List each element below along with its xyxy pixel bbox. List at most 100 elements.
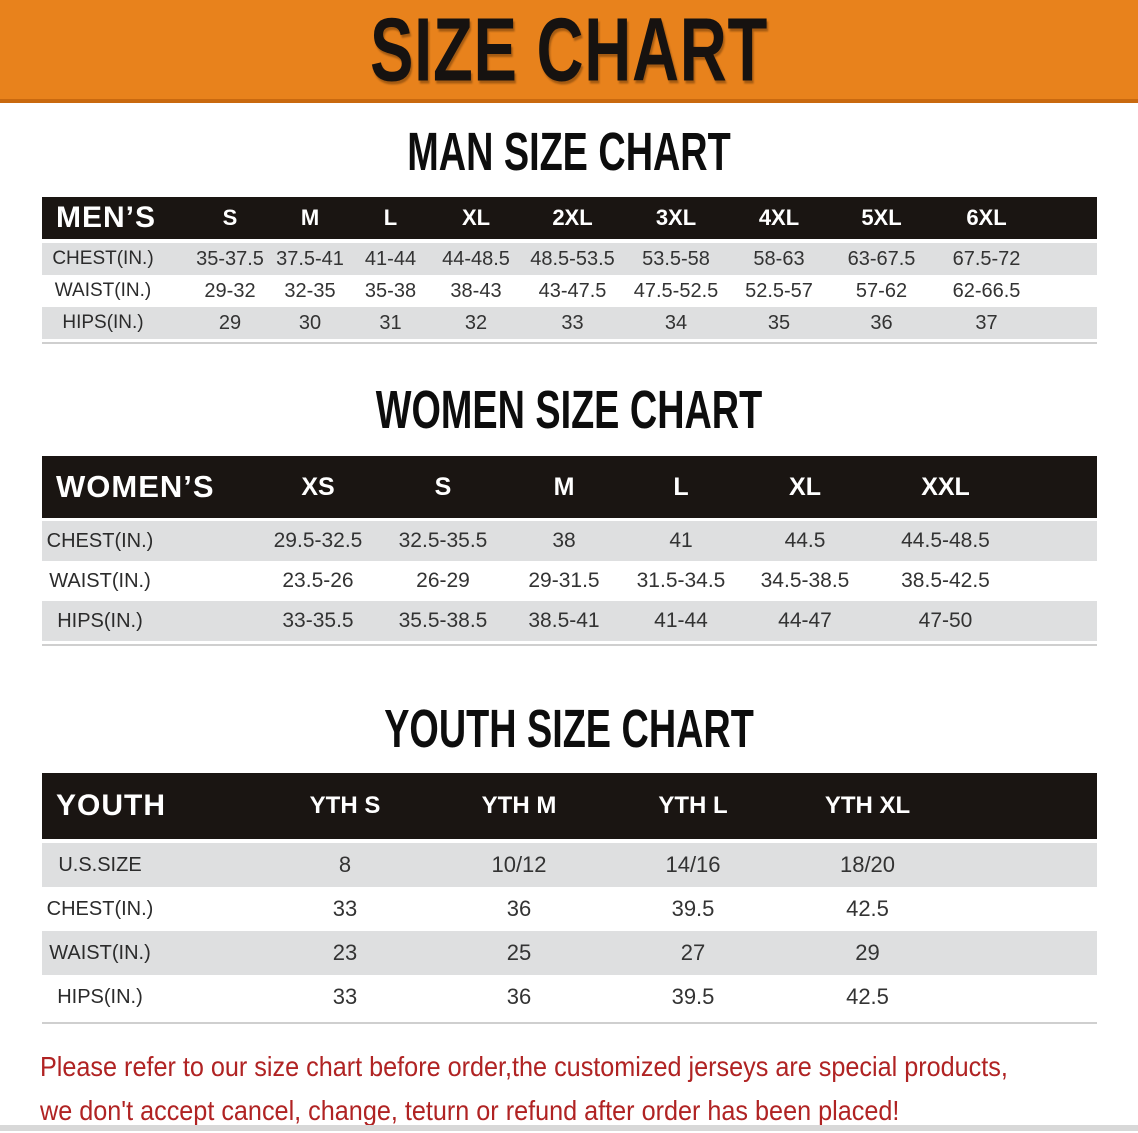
row-label: CHEST(IN.) xyxy=(42,239,190,275)
row-filler-cell xyxy=(955,887,1097,931)
size-cell: 29.5-32.5 xyxy=(255,518,381,561)
bottom-gray-bar xyxy=(0,1125,1138,1131)
size-cell: 32.5-35.5 xyxy=(381,518,505,561)
size-column-header: YTH XL xyxy=(824,792,911,819)
size-cell: 35-37.5 xyxy=(190,239,270,275)
table-row: U.S.SIZE 8 10/12 14/16 18/20 xyxy=(42,839,1097,887)
table-row: CHEST(IN.) 33 36 39.5 42.5 xyxy=(42,887,1097,931)
size-cell: 38.5-42.5 xyxy=(901,569,990,592)
size-cell: 37 xyxy=(975,311,998,334)
women-section-title-text: WOMEN SIZE CHART xyxy=(375,380,763,440)
women-header-row: WOMEN’S XS S M L XL XXL xyxy=(42,456,1097,520)
size-cell: 14/16 xyxy=(606,839,780,887)
men-table-label: MEN’S xyxy=(56,201,157,234)
row-filler-cell xyxy=(1020,518,1097,561)
size-cell: 42.5 xyxy=(846,896,889,921)
size-column-header: YTH L xyxy=(658,792,728,819)
size-cell: 31.5-34.5 xyxy=(636,569,726,592)
size-cell: 36 xyxy=(506,984,532,1009)
women-table-label: WOMEN’S xyxy=(56,469,215,504)
size-column-header: YTH S xyxy=(309,792,381,819)
size-cell: 29 xyxy=(855,940,880,965)
size-cell: 38.5-41 xyxy=(528,609,600,632)
size-column-header: 5XL xyxy=(861,205,902,230)
size-cell: 41-44 xyxy=(350,239,431,275)
header-filler-cell xyxy=(955,773,1097,841)
size-cell: 44.5-48.5 xyxy=(871,518,1020,561)
table-row: HIPS(IN.) 33-35.5 35.5-38.5 38.5-41 41-44 44-… xyxy=(42,601,1097,641)
banner: SIZE CHART xyxy=(0,0,1138,103)
row-label: WAIST(IN.) xyxy=(49,941,151,964)
row-filler-cell xyxy=(1020,561,1097,601)
size-cell: 32-35 xyxy=(284,279,336,302)
size-column-header: M xyxy=(300,205,320,230)
size-cell: 53.5-58 xyxy=(624,239,728,275)
size-cell: 23 xyxy=(332,940,358,965)
size-cell: 29 xyxy=(218,311,242,334)
size-cell: 41-44 xyxy=(654,609,708,632)
table-row: WAIST(IN.) 29-32 32-35 35-38 38-43 43-47.5 47.… xyxy=(42,275,1097,307)
size-cell: 44-47 xyxy=(778,609,832,632)
size-cell: 29-32 xyxy=(204,279,256,302)
size-column-header: 3XL xyxy=(655,205,697,230)
size-cell: 36 xyxy=(870,311,893,334)
row-label: CHEST(IN.) xyxy=(42,518,255,561)
size-cell: 44-48.5 xyxy=(431,239,521,275)
row-filler-cell xyxy=(955,931,1097,975)
disclaimer-line2: we don't accept cancel, change, teturn o… xyxy=(40,1095,900,1126)
men-table-rule xyxy=(42,342,1097,344)
size-column-header: XS xyxy=(301,472,335,501)
size-cell: 52.5-57 xyxy=(745,279,813,302)
size-cell: 29-31.5 xyxy=(528,569,600,592)
row-filler-cell xyxy=(1040,239,1097,275)
table-row: CHEST(IN.) 35-37.5 37.5-41 41-44 44-48.5 48.5… xyxy=(42,239,1097,275)
header-filler-cell xyxy=(1020,456,1097,520)
size-cell: 34.5-38.5 xyxy=(760,569,850,592)
size-cell: 47.5-52.5 xyxy=(633,279,719,302)
size-cell: 31 xyxy=(379,311,402,334)
banner-title: SIZE CHART xyxy=(369,0,769,100)
youth-header-row: YOUTH YTH S YTH M YTH L YTH XL xyxy=(42,773,1097,841)
size-cell: 43-47.5 xyxy=(538,279,607,302)
size-column-header: S xyxy=(434,472,452,501)
size-cell: 33 xyxy=(561,311,584,334)
row-filler-cell xyxy=(1020,601,1097,641)
size-cell: 47-50 xyxy=(918,609,973,632)
header-filler-cell xyxy=(1040,197,1097,241)
size-cell: 42.5 xyxy=(846,984,889,1009)
size-cell: 32 xyxy=(464,311,488,334)
size-cell: 33-35.5 xyxy=(282,609,354,632)
row-label: WAIST(IN.) xyxy=(49,569,151,592)
size-cell: 23.5-26 xyxy=(282,569,354,592)
row-label: WAIST(IN.) xyxy=(54,280,152,301)
size-cell: 62-66.5 xyxy=(952,279,1021,302)
size-cell: 8 xyxy=(258,839,432,887)
table-row: CHEST(IN.) 29.5-32.5 32.5-35.5 38 41 44.5 44.5… xyxy=(42,518,1097,561)
row-filler-cell xyxy=(955,839,1097,887)
row-label: HIPS(IN.) xyxy=(57,609,143,632)
size-cell: 18/20 xyxy=(780,839,955,887)
disclaimer-line1: Please refer to our size chart before or… xyxy=(40,1051,1008,1082)
size-column-header: YTH M xyxy=(481,792,557,819)
size-cell: 67.5-72 xyxy=(933,239,1040,275)
women-section-title: WOMEN SIZE CHART xyxy=(0,380,1138,440)
size-cell: 41 xyxy=(623,518,739,561)
row-filler-cell xyxy=(955,975,1097,1019)
table-row: HIPS(IN.) 29 30 31 32 33 34 35 36 37 xyxy=(42,307,1097,339)
row-label: HIPS(IN.) xyxy=(62,312,144,333)
size-cell: 39.5 xyxy=(671,896,715,921)
size-cell: 35.5-38.5 xyxy=(398,609,488,632)
size-cell: 33 xyxy=(332,896,358,921)
men-section-title: MAN SIZE CHART xyxy=(0,122,1138,182)
size-cell: 35 xyxy=(767,311,791,334)
youth-section-title-text: YOUTH SIZE CHART xyxy=(384,699,754,759)
table-row: WAIST(IN.) 23 25 27 29 xyxy=(42,931,1097,975)
size-cell: 26-29 xyxy=(416,569,470,592)
size-column-header: 4XL xyxy=(758,205,800,230)
size-cell: 27 xyxy=(680,940,706,965)
men-section-title-text: MAN SIZE CHART xyxy=(407,122,731,182)
size-cell: 36 xyxy=(506,896,532,921)
size-cell: 10/12 xyxy=(432,839,606,887)
youth-size-table: YOUTH YTH S YTH M YTH L YTH XL U.S.SIZE 8 10/12… xyxy=(42,773,1097,1019)
